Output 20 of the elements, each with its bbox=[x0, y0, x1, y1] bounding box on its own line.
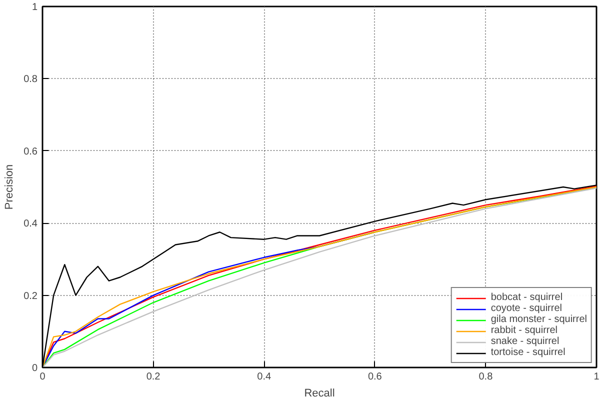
y-tick-label: 0 bbox=[32, 363, 38, 374]
y-tick-label: 0.6 bbox=[24, 146, 38, 158]
x-tick-label: 0.2 bbox=[146, 372, 161, 382]
y-tick-label: 1 bbox=[32, 2, 38, 13]
legend-label: gila monster - squirrel bbox=[490, 314, 587, 325]
legend-label: rabbit - squirrel bbox=[490, 325, 558, 336]
legend-label: snake - squirrel bbox=[490, 336, 560, 347]
legend-label: coyote - squirrel bbox=[490, 303, 562, 314]
x-axis-title: Recall bbox=[304, 388, 335, 400]
x-tick-label: 0.6 bbox=[368, 372, 382, 382]
x-tick-label: 0.8 bbox=[478, 372, 494, 382]
y-tick-label: 0.4 bbox=[24, 218, 38, 230]
legend-label: tortoise - squirrel bbox=[490, 347, 566, 358]
y-axis-title: Precision bbox=[4, 164, 16, 210]
x-tick-label: 0.4 bbox=[257, 372, 272, 382]
x-tick-label: 1 bbox=[594, 372, 600, 382]
y-tick-label: 0.8 bbox=[24, 74, 38, 86]
x-tick-label: 0 bbox=[40, 372, 46, 382]
legend-label: bobcat - squirrel bbox=[490, 292, 563, 303]
y-tick-label: 0.2 bbox=[24, 290, 38, 302]
